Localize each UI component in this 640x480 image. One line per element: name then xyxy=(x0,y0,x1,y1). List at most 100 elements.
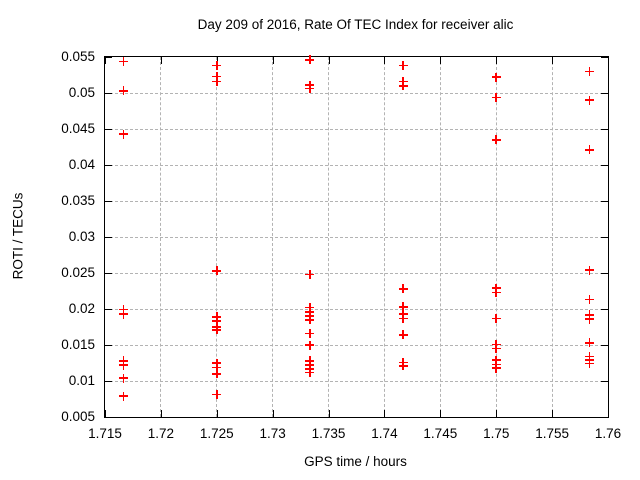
x-gridline xyxy=(439,57,441,417)
x-gridline xyxy=(495,57,497,417)
x-tick-top xyxy=(608,57,609,64)
data-point-marker xyxy=(584,338,594,348)
x-gridline xyxy=(216,57,218,417)
data-point-marker xyxy=(119,56,129,66)
y-tick-left xyxy=(105,93,112,94)
data-point-marker xyxy=(398,330,408,340)
x-tick-top xyxy=(440,57,442,64)
data-point-marker xyxy=(491,287,501,297)
y-gridline xyxy=(105,164,608,166)
data-point-marker xyxy=(491,344,501,354)
y-tick-label: 0.01 xyxy=(68,373,95,388)
x-tick-bottom xyxy=(384,410,386,417)
chart-title: Day 209 of 2016, Rate Of TEC Index for r… xyxy=(197,17,514,32)
data-point-marker xyxy=(398,61,408,71)
y-gridline xyxy=(105,236,608,238)
data-point-marker xyxy=(491,72,501,82)
data-point-marker xyxy=(398,361,408,371)
data-point-marker xyxy=(212,61,222,71)
data-point-marker xyxy=(491,363,501,373)
data-point-marker xyxy=(584,314,594,324)
data-point-marker xyxy=(119,309,129,319)
data-point-marker xyxy=(212,362,222,372)
x-tick-bottom xyxy=(272,410,274,417)
y-axis-label: ROTI / TECUs xyxy=(10,192,26,280)
y-gridline xyxy=(105,380,608,382)
data-point-marker xyxy=(584,359,594,369)
data-point-marker xyxy=(212,266,222,276)
y-gridline xyxy=(105,272,608,274)
y-tick-left xyxy=(105,273,112,274)
plot-area: 0.005 0.01 0.015 0.02 0.025 0.03 0.035 0.04 0.04… xyxy=(61,49,621,441)
y-tick-label: 0.055 xyxy=(61,49,95,64)
x-gridline xyxy=(272,57,274,417)
data-point-marker xyxy=(398,81,408,91)
x-tick-label: 1.755 xyxy=(535,426,569,441)
y-tick-right xyxy=(601,309,608,310)
x-tick-bottom xyxy=(160,410,162,417)
y-tick-label: 0.04 xyxy=(68,157,95,172)
data-point-marker xyxy=(305,367,315,377)
y-tick-right xyxy=(601,201,608,202)
x-tick-top xyxy=(552,57,554,64)
y-tick-label: 0.045 xyxy=(61,121,95,136)
x-tick-label: 1.74 xyxy=(371,426,398,441)
y-tick-left xyxy=(105,309,112,310)
data-point-marker xyxy=(398,313,408,323)
data-point-marker xyxy=(398,284,408,294)
x-tick-label: 1.725 xyxy=(199,426,234,441)
x-tick-label: 1.75 xyxy=(483,426,510,441)
x-tick-label: 1.715 xyxy=(88,426,122,441)
y-tick-label: 0.035 xyxy=(61,193,95,208)
data-point-marker xyxy=(305,269,315,279)
data-point-marker xyxy=(584,295,594,305)
data-point-marker xyxy=(212,369,222,379)
data-point-marker xyxy=(119,360,129,370)
x-tick-bottom xyxy=(216,410,218,417)
data-point-marker xyxy=(491,135,501,145)
data-point-marker xyxy=(119,391,129,401)
y-tick-label: 0.02 xyxy=(68,301,95,316)
data-point-marker xyxy=(398,302,408,312)
y-tick-label: 0.05 xyxy=(68,85,95,100)
data-point-marker xyxy=(212,76,222,86)
x-tick-bottom xyxy=(328,410,330,417)
x-gridline xyxy=(551,57,553,417)
y-tick-label: 0.025 xyxy=(61,265,95,280)
data-point-marker xyxy=(119,129,129,139)
data-point-marker xyxy=(305,55,315,65)
data-point-marker xyxy=(212,390,222,400)
x-tick-top xyxy=(384,57,386,64)
y-tick-left xyxy=(105,129,112,130)
data-point-marker xyxy=(305,340,315,350)
x-gridline xyxy=(383,57,385,417)
data-point-marker xyxy=(491,313,501,323)
y-tick-right xyxy=(601,273,608,274)
x-tick-bottom xyxy=(552,410,554,417)
y-gridline xyxy=(105,200,608,202)
x-tick-label: 1.76 xyxy=(594,426,622,441)
data-point-marker xyxy=(305,328,315,338)
x-tick-label: 1.73 xyxy=(259,426,286,441)
y-gridline xyxy=(105,128,608,130)
x-tick-top xyxy=(216,57,218,64)
data-point-marker xyxy=(212,316,222,326)
x-tick-label: 1.745 xyxy=(423,426,458,441)
y-gridline xyxy=(105,344,608,346)
y-tick-label: 0.005 xyxy=(61,409,95,424)
y-tick-right xyxy=(601,165,608,166)
data-point-marker xyxy=(584,66,594,76)
data-point-marker xyxy=(491,92,501,102)
x-tick-bottom xyxy=(440,410,442,417)
x-gridline xyxy=(328,57,330,417)
y-tick-left xyxy=(105,165,112,166)
data-point-marker xyxy=(584,95,594,105)
x-tick-label: 1.72 xyxy=(147,426,175,441)
y-tick-right xyxy=(601,345,608,346)
x-gridline xyxy=(160,57,162,417)
x-tick-top xyxy=(496,57,498,64)
data-point-marker xyxy=(119,373,129,383)
y-gridline xyxy=(105,92,608,94)
x-axis-label: GPS time / hours xyxy=(304,454,407,469)
